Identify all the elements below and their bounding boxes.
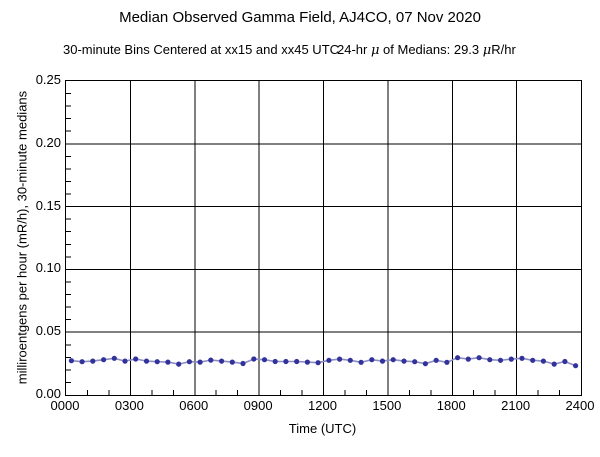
data-point [540, 358, 546, 364]
data-point [401, 358, 407, 364]
y-tick-label: 0.25 [35, 72, 61, 87]
data-point [315, 360, 321, 366]
data-point [508, 356, 514, 362]
data-point [487, 357, 493, 363]
data-point [261, 357, 268, 363]
data-point [433, 357, 439, 363]
data-point [412, 359, 418, 365]
chart-title: Median Observed Gamma Field, AJ4CO, 07 N… [119, 9, 481, 26]
data-point [186, 359, 192, 365]
data-point [272, 358, 278, 365]
data-point [369, 357, 375, 363]
data-point [476, 355, 482, 361]
mean-text-part: R/hr [491, 42, 516, 57]
data-point [68, 358, 74, 364]
data-point [240, 360, 246, 367]
data-point [519, 355, 525, 361]
data-point [133, 356, 139, 362]
data-point [573, 363, 579, 369]
mean-text-part: of Medians: 29.3 [379, 42, 483, 57]
data-point [197, 359, 203, 365]
data-point [337, 356, 343, 362]
y-tick-label: 0.10 [35, 260, 61, 276]
x-tick-label: 1200 [308, 398, 337, 413]
data-point [444, 359, 450, 365]
mu-symbol: μ [370, 43, 380, 58]
data-point [143, 358, 150, 364]
data-point [347, 357, 353, 363]
data-point [551, 361, 557, 367]
data-point [90, 358, 96, 364]
data-point [79, 359, 85, 365]
y-tick-label: 0.20 [35, 134, 61, 150]
chart-canvas [66, 81, 581, 395]
data-point [530, 357, 536, 363]
x-tick-label: 1500 [372, 398, 402, 413]
data-point [101, 357, 107, 363]
x-tick-label: 0600 [179, 398, 209, 413]
data-point [455, 355, 461, 361]
subtitle-bins-text: 30-minute Bins Centered at xx15 and xx45… [63, 42, 340, 57]
data-point [497, 357, 504, 363]
data-point [304, 359, 310, 365]
data-point [208, 357, 214, 363]
y-tick-label: 0.00 [35, 386, 61, 401]
data-point [154, 359, 160, 365]
x-tick-label: 2100 [501, 398, 531, 413]
data-point [283, 358, 289, 365]
data-point [294, 358, 300, 365]
y-axis-title: milliroentgens per hour (mR/h), 30-minut… [14, 90, 30, 385]
mu-symbol: μ [482, 43, 492, 58]
data-point [176, 361, 182, 367]
y-tick-label: 0.15 [35, 197, 61, 213]
x-tick-label: 0000 [50, 398, 80, 413]
plot-area [65, 80, 582, 396]
data-point [122, 358, 128, 364]
data-point [111, 355, 117, 361]
x-tick-label: 0300 [114, 398, 144, 413]
x-axis-title: Time (UTC) [288, 421, 357, 436]
data-point [390, 357, 396, 363]
data-point [465, 356, 471, 362]
data-point [379, 358, 386, 364]
x-tick-label: 1800 [436, 398, 466, 413]
x-tick-label: 2400 [565, 398, 595, 413]
data-point [562, 358, 568, 365]
data-point [219, 358, 225, 364]
data-point [422, 361, 428, 367]
data-point [358, 359, 364, 365]
subtitle-mean-text: 24-hr μ of Medians: 29.3 μR/hr [337, 43, 516, 58]
mean-text-part: 24-hr [337, 42, 371, 57]
x-tick-label: 0900 [243, 398, 273, 413]
y-tick-label: 0.05 [35, 323, 61, 339]
data-point [165, 359, 171, 365]
data-point [229, 359, 235, 365]
data-point [251, 356, 257, 362]
data-point [326, 357, 332, 363]
